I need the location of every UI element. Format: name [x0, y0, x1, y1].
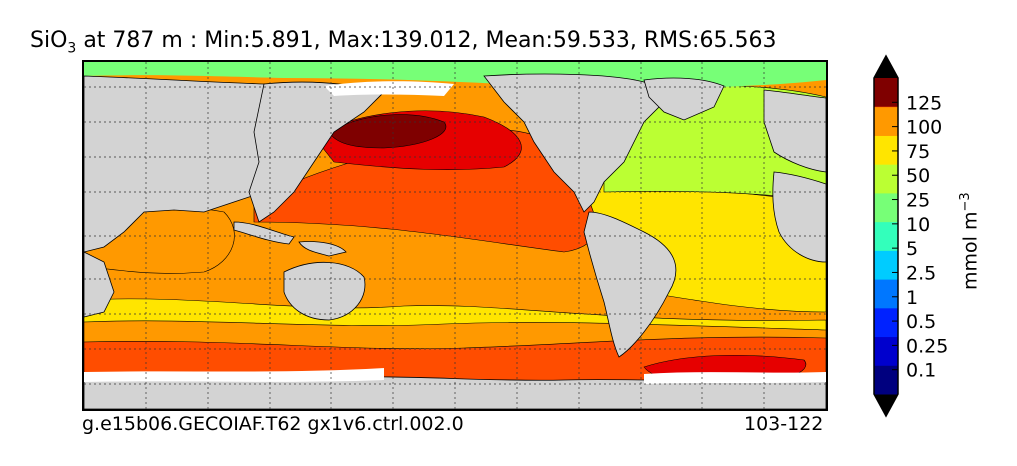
ice-arctic	[324, 81, 454, 96]
colorbar-tick-label: 0.5	[906, 311, 936, 333]
colorbar-outline	[873, 54, 899, 418]
land-indonesia	[233, 221, 295, 245]
colorbar-segment	[874, 336, 898, 366]
colorbar-tick-label: 100	[906, 117, 942, 139]
land-south-america	[583, 211, 677, 358]
colorbar-segment	[874, 192, 898, 223]
colorbar-tick-label: 10	[906, 214, 930, 236]
colorbar-segment	[874, 164, 898, 194]
land-newguinea	[298, 241, 347, 257]
colorbar-tick-label: 0.25	[906, 335, 948, 357]
colorbar-tick-label: 5	[906, 238, 918, 260]
map-panel	[82, 60, 828, 411]
land-africa-right	[772, 171, 826, 263]
ice-antarctic-2	[644, 372, 826, 384]
year-range: 103-122	[744, 413, 824, 435]
colorbar-tick-label: 75	[906, 141, 930, 163]
land-africa-south	[84, 251, 115, 318]
map-grid	[84, 62, 826, 409]
colorbar-segment	[874, 135, 898, 165]
land-australia	[283, 261, 366, 321]
ice-antarctic	[84, 368, 384, 382]
case-name: g.e15b06.GECOIAF.T62 gx1v6.ctrl.002.0	[82, 413, 464, 435]
colorbar-tick-label: 1	[906, 287, 918, 309]
colorbar-segment	[874, 250, 898, 280]
colorbar-segment	[874, 279, 898, 309]
land-greenland	[643, 77, 725, 121]
colorbar-tick-label: 125	[906, 92, 942, 114]
colorbar-segment	[874, 307, 898, 338]
colorbar-tick-label: 0.1	[906, 360, 936, 382]
colorbar-segment	[874, 106, 898, 136]
pacific-dark-red	[328, 114, 447, 149]
colorbar-tick-label: 50	[906, 165, 930, 187]
colorbar-extend-min	[874, 394, 898, 416]
colorbar-tick-label: 2.5	[906, 262, 936, 284]
plot-title: SiO3 at 787 m : Min:5.891, Max:139.012, …	[30, 28, 777, 57]
land-europe-right	[763, 89, 826, 173]
colorbar-extend-max	[874, 56, 898, 78]
colorbar-unit-label: mmol m−3	[958, 192, 982, 290]
colorbar-tick-label: 25	[906, 190, 930, 212]
colorbar-segment	[874, 221, 898, 251]
map-canvas	[84, 62, 826, 409]
ice	[84, 81, 826, 384]
